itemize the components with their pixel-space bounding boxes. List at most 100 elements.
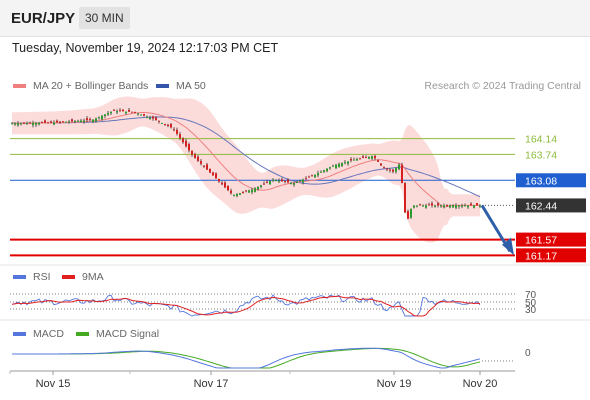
x-tick-label: Nov 17 — [194, 378, 229, 390]
symbol-title: EUR/JPY — [11, 10, 76, 27]
candle-body — [302, 179, 304, 183]
candle-body — [140, 114, 142, 116]
candle-body — [329, 167, 331, 169]
candle-body — [287, 179, 289, 183]
candle-body — [386, 168, 388, 170]
legend-ma50: MA 50 — [156, 80, 206, 92]
candle-body — [227, 185, 229, 191]
price-level-label: 163.08 — [525, 175, 557, 187]
candle-body — [467, 205, 469, 208]
forecast-arrowhead-icon — [502, 237, 514, 256]
candle-body — [209, 168, 211, 173]
candle-body — [50, 121, 52, 123]
candle-body — [122, 109, 124, 112]
candle-body — [110, 111, 112, 114]
candle-body — [23, 122, 25, 124]
candle-body — [380, 163, 382, 166]
candle-body — [410, 208, 412, 218]
candle-body — [56, 120, 58, 123]
candle-body — [167, 124, 169, 126]
candle-body — [74, 121, 76, 123]
candle-body — [269, 180, 271, 185]
macd-swatch-icon — [13, 332, 26, 336]
candle-body — [251, 189, 253, 193]
candle-body — [146, 116, 148, 118]
candle-body — [14, 123, 16, 125]
price-level-label: 162.44 — [525, 200, 557, 212]
candle-body — [143, 114, 145, 116]
candle-body — [248, 190, 250, 193]
candle-body — [107, 113, 109, 115]
candle-body — [11, 123, 13, 125]
candle-body — [26, 123, 28, 125]
candle-body — [257, 186, 259, 190]
candle-body — [428, 204, 430, 206]
candle-body — [476, 203, 478, 206]
candle-body — [239, 193, 241, 195]
candle-body — [437, 203, 439, 206]
candle-body — [263, 183, 265, 185]
candle-body — [236, 194, 238, 197]
candle-body — [215, 173, 217, 179]
candle-body — [191, 150, 193, 155]
candle-body — [233, 194, 235, 196]
candle-body — [290, 183, 292, 185]
candle-body — [200, 161, 202, 164]
rsi-ma-line — [11, 295, 481, 317]
candle-body — [335, 164, 337, 169]
candle-body — [47, 122, 49, 124]
candle-body — [35, 122, 37, 125]
candle-body — [113, 109, 115, 111]
candle-body — [452, 205, 454, 208]
candle-body — [377, 160, 379, 162]
candle-body — [65, 121, 67, 123]
candle-body — [20, 123, 22, 125]
candle-body — [149, 117, 151, 119]
price-level-label: 163.74 — [525, 149, 557, 161]
candle-body — [101, 115, 103, 120]
legend-rsi: RSI — [13, 271, 51, 283]
candle-body — [395, 168, 397, 172]
candle-body — [449, 205, 451, 208]
timeframe-button[interactable]: 30 MIN — [79, 7, 130, 29]
ma9-swatch-icon — [62, 275, 75, 279]
candle-body — [137, 113, 139, 115]
ma20-swatch-icon — [13, 84, 26, 88]
candle-body — [71, 119, 73, 122]
candle-body — [125, 111, 127, 114]
candle-body — [80, 120, 82, 123]
ma50-swatch-icon — [156, 84, 169, 88]
legend-rsi-label: RSI — [33, 271, 51, 283]
candle-body — [431, 203, 433, 206]
candle-body — [446, 205, 448, 207]
candle-body — [275, 180, 277, 182]
candle-body — [455, 205, 457, 208]
credit-label: Research © 2024 Trading Central — [424, 80, 581, 92]
candle-body — [383, 167, 385, 169]
candles — [11, 107, 481, 220]
candle-body — [362, 156, 364, 158]
candle-body — [17, 123, 19, 126]
candle-body — [155, 117, 157, 121]
candle-body — [464, 205, 466, 207]
rsi-level-label: 70 — [525, 290, 537, 301]
candle-body — [44, 120, 46, 123]
candle-body — [83, 120, 85, 122]
legend-9ma-label: 9MA — [82, 271, 104, 283]
candle-body — [317, 173, 319, 176]
candle-body — [29, 122, 31, 124]
legend-macd-signal: MACD Signal — [76, 328, 159, 340]
legend-macd-label: MACD — [33, 328, 64, 340]
candle-body — [458, 205, 460, 207]
macd-signal-swatch-icon — [76, 332, 89, 336]
candle-body — [158, 120, 160, 122]
candle-body — [32, 122, 34, 126]
x-tick-label: Nov 20 — [463, 378, 498, 390]
candle-body — [392, 169, 394, 172]
candle-body — [473, 205, 475, 208]
candle-body — [176, 129, 178, 134]
candle-body — [254, 188, 256, 192]
candle-body — [230, 190, 232, 194]
candle-body — [206, 164, 208, 170]
